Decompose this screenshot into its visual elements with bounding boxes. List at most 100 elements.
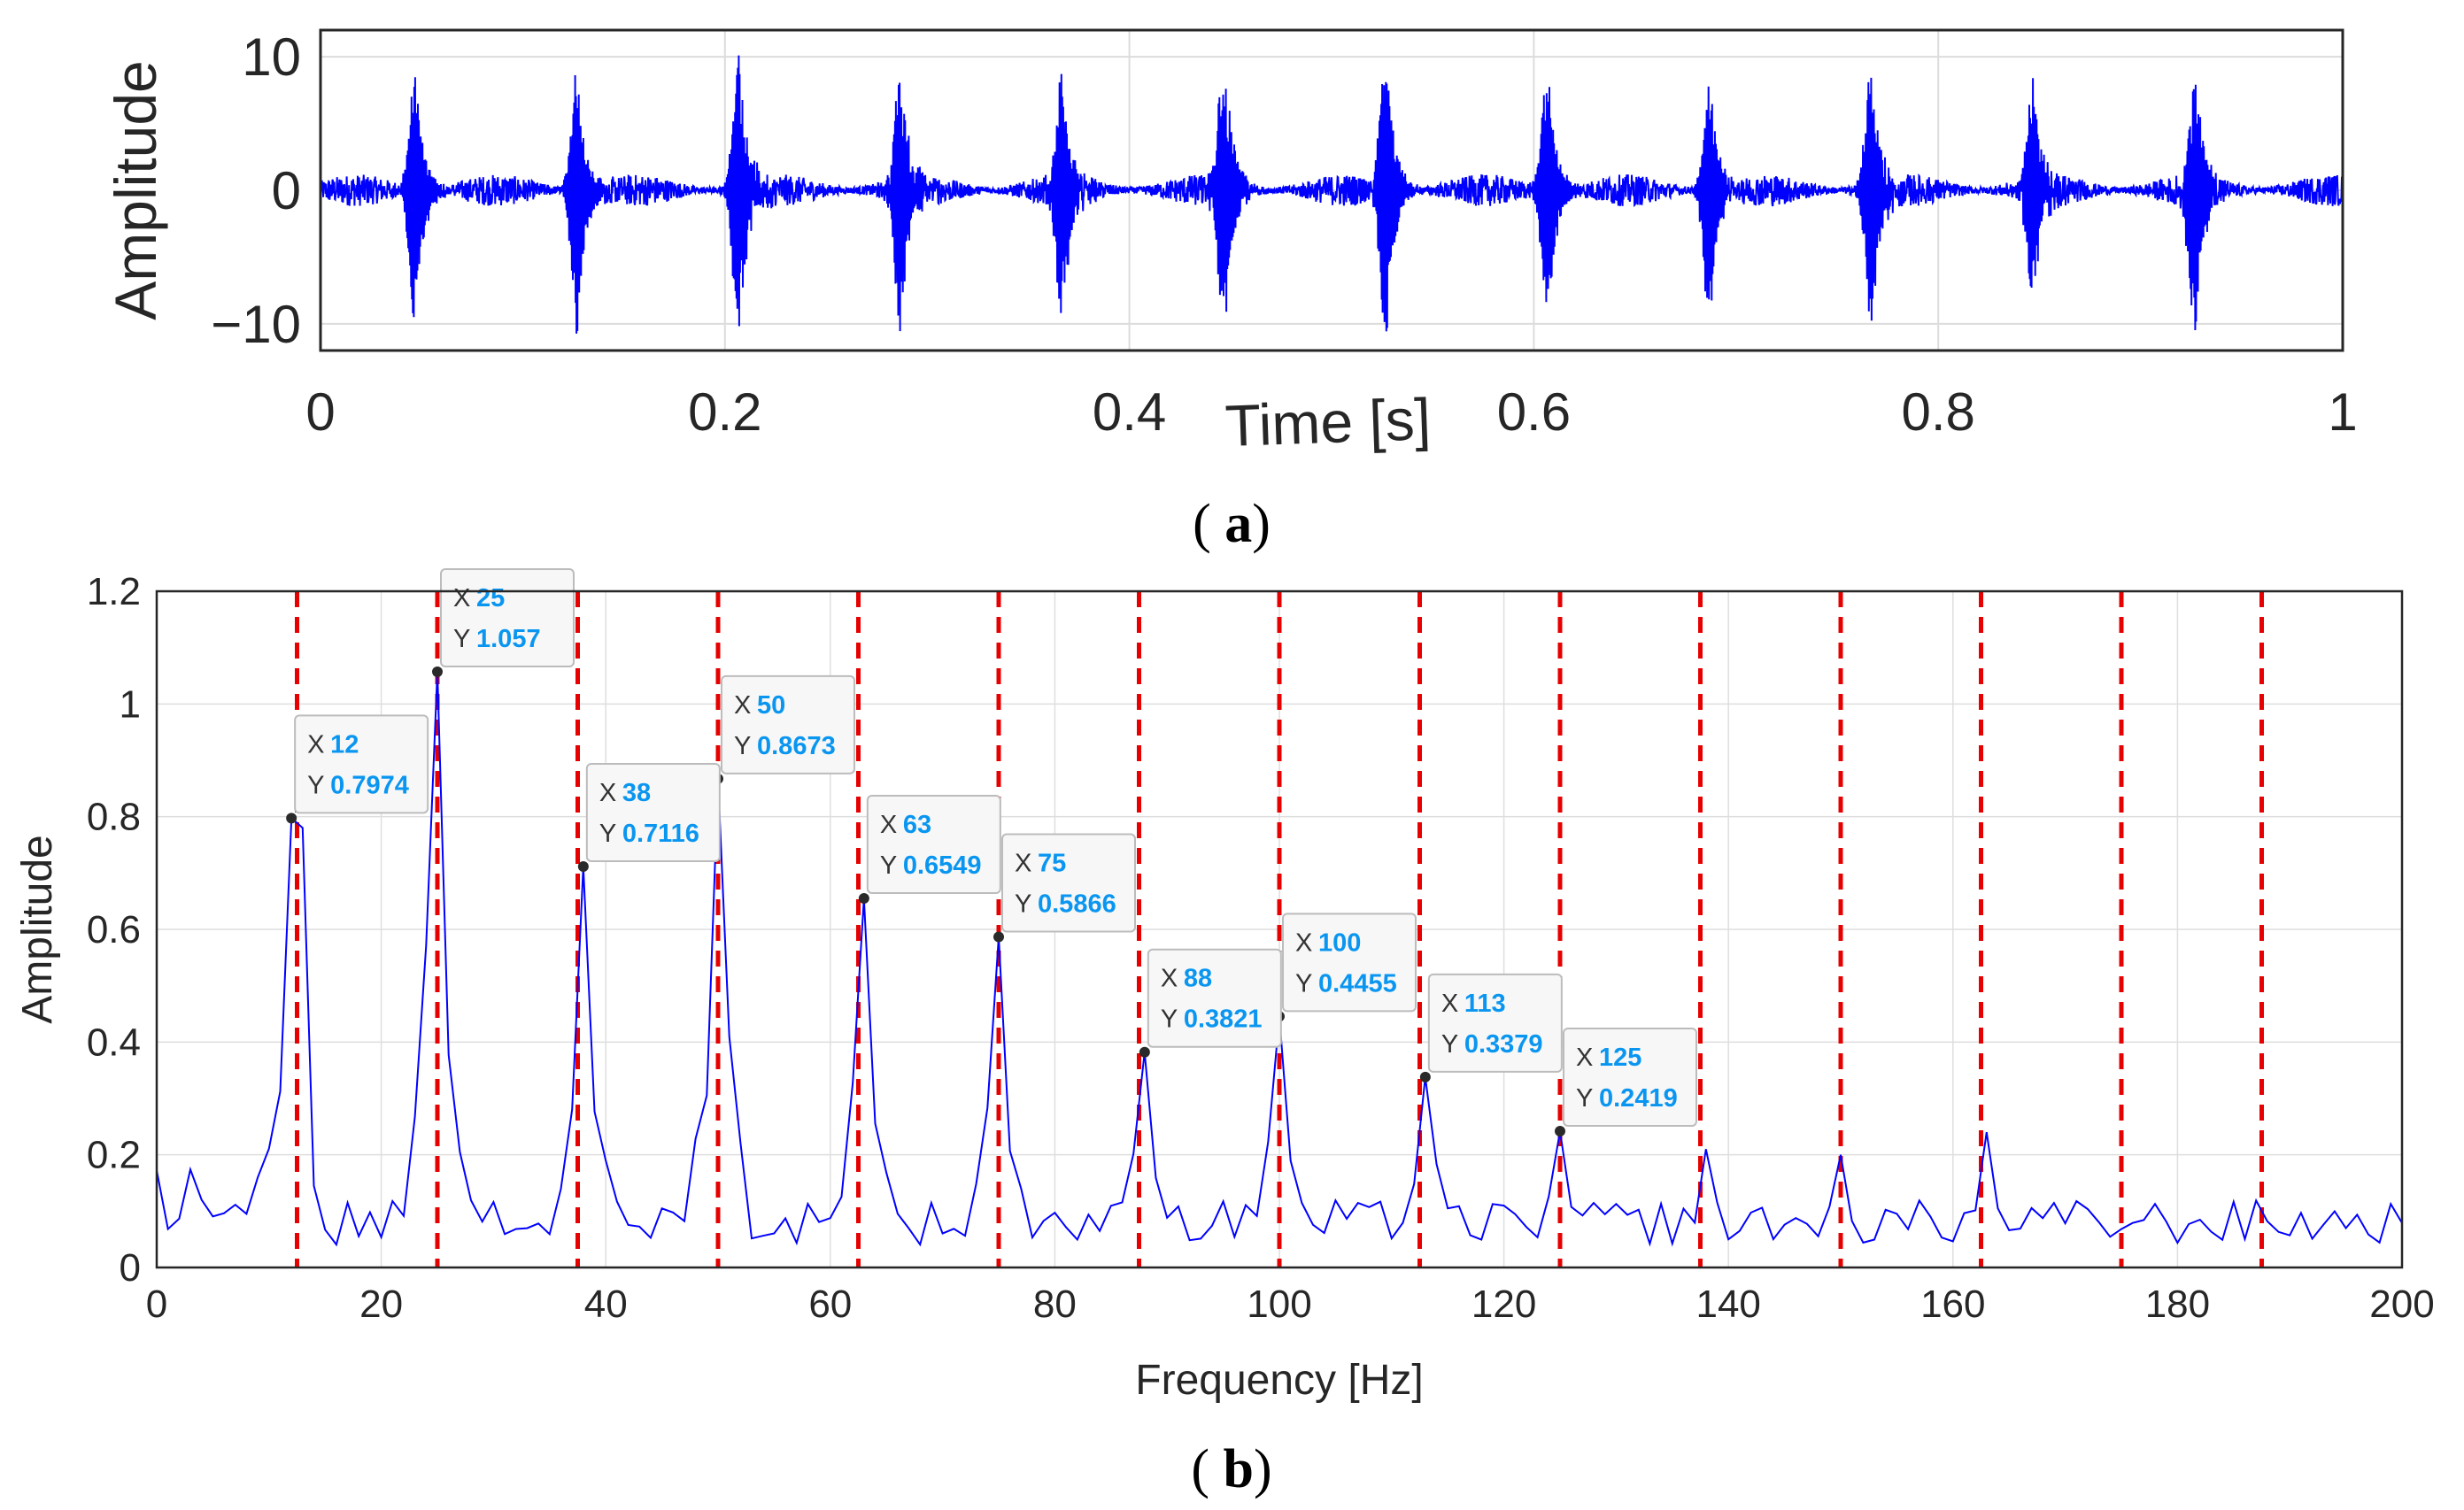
- datatip-x-key: X: [734, 691, 751, 720]
- datatip-y-value: 0.5866: [1038, 890, 1116, 919]
- panel-b-x-tick-label: 120: [1471, 1283, 1536, 1326]
- panel-b-y-tick-labels: 0 0.2 0.4 0.6 0.8 1 1.2: [87, 570, 141, 1290]
- panel-a-y-tick-label: 0: [272, 161, 301, 220]
- caption-a: ( a): [1193, 494, 1271, 554]
- datatip-y-key: Y: [307, 771, 324, 799]
- panel-b-x-tick-label: 180: [2145, 1283, 2210, 1326]
- panel-a-x-tick-label: 0.8: [1901, 382, 1974, 442]
- datatip-x-key: X: [599, 779, 616, 807]
- panel-a-y-axis-label: Amplitude: [103, 60, 168, 320]
- panel-b-datatip-2: X 38Y 0.7116: [585, 762, 721, 862]
- datatip-box: [721, 674, 855, 774]
- datatip-x-value: 88: [1184, 965, 1212, 993]
- datatip-y-value: 0.7116: [622, 820, 699, 848]
- datatip-y-value: 0.3379: [1464, 1030, 1543, 1059]
- datatip-x-value: 113: [1464, 990, 1506, 1018]
- datatip-y-key: Y: [1441, 1030, 1458, 1059]
- panel-b-x-tick-label: 160: [1920, 1283, 1985, 1326]
- panel-b-x-tick-label: 140: [1695, 1283, 1760, 1326]
- panel-b-axes-box: [155, 589, 2404, 1269]
- datatip-y-key: Y: [453, 625, 470, 653]
- datatip-y-key: Y: [1015, 890, 1031, 919]
- panel-b-peak-marker-6: [1139, 1046, 1150, 1058]
- datatip-x-key: X: [307, 730, 324, 759]
- datatip-box: [294, 714, 429, 814]
- datatip-x-value: 75: [1038, 850, 1066, 878]
- datatip-box: [1427, 973, 1563, 1073]
- panel-a-x-tick-label: 0: [305, 382, 335, 442]
- datatip-y-value: 0.6549: [903, 851, 982, 880]
- panel-b-x-tick-label: 80: [1033, 1283, 1077, 1326]
- panel-b-peak-marker-2: [577, 860, 589, 872]
- datatip-x-key: X: [1161, 965, 1178, 993]
- datatip-y-key: Y: [599, 820, 616, 848]
- panel-a-x-tick-label: 0.2: [688, 382, 761, 442]
- datatip-y-key: Y: [1295, 969, 1312, 998]
- datatip-box: [866, 795, 1001, 895]
- panel-b-datatip-5: X 75Y 0.5866: [1001, 833, 1136, 933]
- datatip-x-key: X: [1015, 850, 1031, 878]
- panel-b-x-tick-label: 0: [146, 1283, 167, 1326]
- panel-b-x-tick-label: 20: [359, 1283, 403, 1326]
- datatip-x-key: X: [1295, 928, 1312, 957]
- datatip-y-key: Y: [734, 732, 751, 760]
- datatip-y-key: Y: [880, 851, 897, 880]
- panel-b-datatip-3: X 50Y 0.8673: [721, 674, 855, 774]
- panel-b-y-tick-label: 0.2: [87, 1134, 141, 1177]
- datatip-x-key: X: [1576, 1044, 1593, 1072]
- panel-b-y-tick-label: 0.6: [87, 908, 141, 951]
- panel-b-x-tick-label: 40: [584, 1283, 628, 1326]
- panel-b-datatip-1: X 25Y 1.057: [440, 568, 575, 668]
- panel-b-x-tick-label: 200: [2369, 1283, 2434, 1326]
- panel-a-y-tick-label: −10: [211, 295, 301, 354]
- datatip-x-value: 63: [903, 811, 931, 839]
- datatip-x-value: 50: [757, 691, 785, 720]
- datatip-x-key: X: [453, 584, 470, 612]
- panel-b-y-tick-label: 1: [120, 682, 141, 726]
- panel-b-datatip-6: X 88Y 0.3821: [1147, 948, 1282, 1048]
- datatip-y-value: 0.8673: [757, 732, 836, 760]
- datatip-y-value: 1.057: [476, 625, 541, 653]
- datatip-box: [1001, 833, 1136, 933]
- datatip-x-value: 125: [1599, 1044, 1641, 1072]
- panel-b-peak-marker-1: [432, 666, 443, 678]
- datatip-y-key: Y: [1576, 1084, 1593, 1113]
- panel-b-y-tick-label: 0: [120, 1246, 141, 1290]
- datatip-y-value: 0.7974: [330, 771, 409, 799]
- datatip-box: [1282, 913, 1417, 1013]
- panel-b-datatip-4: X 63Y 0.6549: [866, 795, 1001, 895]
- datatip-x-value: 25: [476, 584, 505, 612]
- panel-a-x-tick-label: 1: [2328, 382, 2357, 442]
- panel-b-harmonic-lines: [295, 591, 2264, 1267]
- panel-b-x-tick-label: 100: [1247, 1283, 1311, 1326]
- datatip-x-value: 12: [330, 730, 359, 759]
- panel-a-x-axis-label: Time [s]: [1224, 386, 1433, 458]
- panel-a-y-tick-label: 10: [242, 27, 301, 87]
- panel-a-y-tick-labels: −10 0 10: [211, 27, 301, 354]
- datatip-x-key: X: [1441, 990, 1458, 1018]
- panel-b-peak-marker-0: [286, 813, 297, 824]
- datatip-y-value: 0.3821: [1184, 1005, 1263, 1034]
- datatip-box: [585, 762, 721, 862]
- panel-b-peak-marker-4: [858, 893, 869, 905]
- panel-a-axes-box: [319, 28, 2344, 352]
- panel-b-y-tick-label: 0.4: [87, 1021, 141, 1064]
- caption-b: ( b): [1191, 1439, 1271, 1499]
- panel-b-x-tick-label: 60: [808, 1283, 852, 1326]
- panel-a-x-tick-labels: 0 0.2 0.4 0.6 0.8 1: [305, 382, 2357, 442]
- panel-b-x-tick-labels: 0 20 40 60 80 100 120 140 160 180 200: [146, 1283, 2435, 1326]
- panel-b-peak-marker-5: [993, 931, 1004, 943]
- datatip-y-value: 0.2419: [1599, 1084, 1678, 1113]
- datatip-box: [1563, 1027, 1697, 1127]
- panel-b-peak-marker-8: [1419, 1071, 1431, 1082]
- datatip-x-value: 100: [1318, 928, 1361, 957]
- panel-b-x-axis-label: Frequency [Hz]: [1135, 1357, 1423, 1404]
- datatip-box: [1147, 948, 1282, 1048]
- panel-b-y-axis-label: Amplitude: [14, 835, 61, 1023]
- datatip-x-value: 38: [622, 779, 651, 807]
- panel-a-signal-line: [320, 55, 2344, 334]
